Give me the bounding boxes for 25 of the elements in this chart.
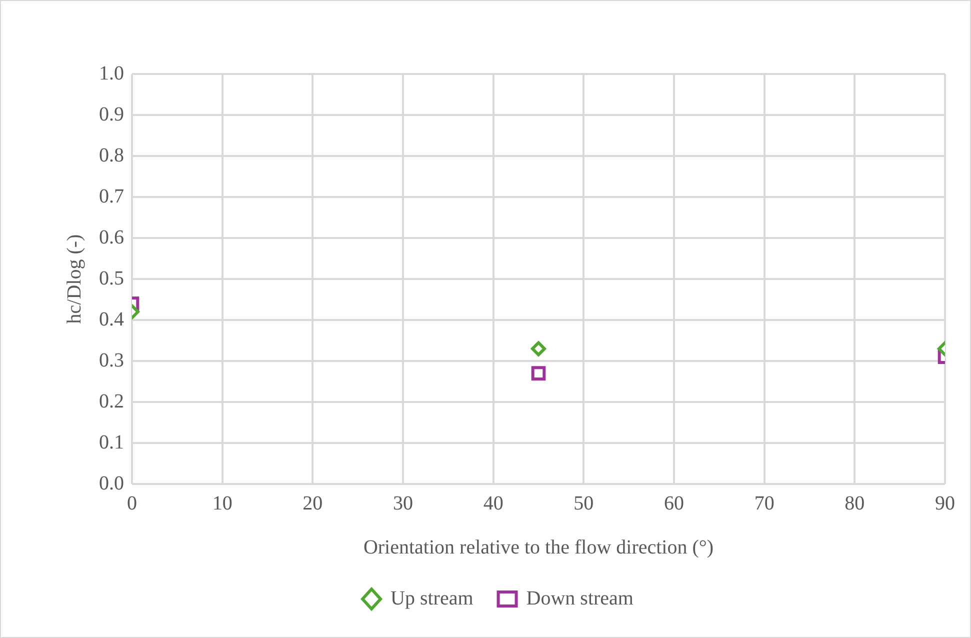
y-tick-label: 0.2 xyxy=(99,390,124,412)
y-tick-label: 0.5 xyxy=(99,267,124,290)
y-tick-label: 0.1 xyxy=(99,431,124,454)
y-tick-label: 0.6 xyxy=(99,226,124,248)
legend-label: Down stream xyxy=(526,587,634,610)
x-tick-label: 80 xyxy=(844,492,865,514)
x-tick-label: 20 xyxy=(302,492,323,514)
x-tick-label: 60 xyxy=(664,492,684,514)
x-tick-label: 30 xyxy=(393,492,413,514)
y-axis-title: hc/Dlog (-) xyxy=(63,234,86,324)
legend-label: Up stream xyxy=(390,587,474,610)
x-tick-label: 50 xyxy=(574,492,594,514)
x-tick-label: 70 xyxy=(754,492,774,514)
y-tick-label: 0.4 xyxy=(99,308,124,330)
x-tick-label: 40 xyxy=(483,492,504,514)
y-tick-label: 0.3 xyxy=(99,349,124,372)
y-tick-label: 1.0 xyxy=(99,62,124,84)
y-tick-label: 0.8 xyxy=(99,144,124,166)
x-tick-label: 90 xyxy=(935,492,955,514)
x-tick-label: 0 xyxy=(127,492,137,514)
y-tick-label: 0.9 xyxy=(99,103,124,126)
y-tick-label: 0.7 xyxy=(99,185,124,208)
y-tick-label: 0.0 xyxy=(99,472,124,494)
x-tick-label: 10 xyxy=(212,492,232,514)
x-axis-title: Orientation relative to the flow direction (°) xyxy=(363,536,714,558)
